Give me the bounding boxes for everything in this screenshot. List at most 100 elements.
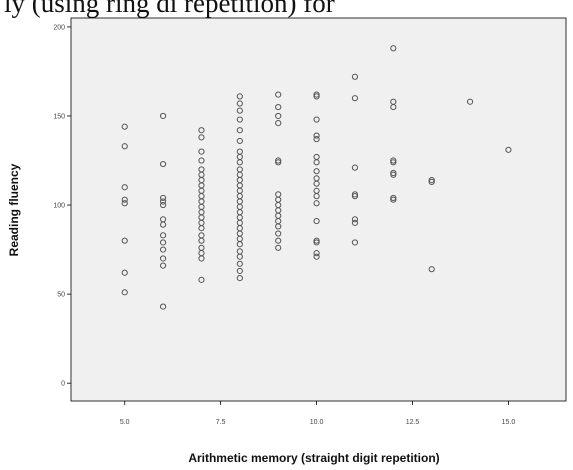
y-tick-label: 150 bbox=[53, 113, 65, 120]
data-point bbox=[313, 250, 320, 257]
data-point bbox=[313, 217, 320, 225]
data-point bbox=[159, 232, 167, 239]
data-point bbox=[313, 132, 320, 139]
data-point bbox=[236, 260, 243, 267]
data-point bbox=[198, 157, 205, 164]
data-point bbox=[275, 91, 282, 98]
data-point bbox=[121, 184, 128, 191]
data-point bbox=[275, 237, 282, 244]
data-point bbox=[351, 73, 359, 80]
y-axis: 0 50 100 150 200 bbox=[53, 24, 71, 388]
data-point bbox=[275, 244, 282, 251]
data-point bbox=[236, 253, 243, 260]
data-point bbox=[428, 266, 435, 273]
data-point bbox=[390, 159, 397, 166]
data-point bbox=[313, 93, 320, 100]
data-point bbox=[159, 255, 167, 262]
y-tick-label: 0 bbox=[61, 381, 65, 388]
data-point bbox=[313, 253, 320, 260]
data-point bbox=[390, 157, 397, 164]
data-point bbox=[351, 216, 359, 223]
x-tick-label: 12.5 bbox=[406, 419, 420, 426]
data-point bbox=[390, 45, 397, 52]
data-point bbox=[198, 225, 205, 232]
data-point bbox=[466, 98, 474, 105]
data-point bbox=[121, 269, 128, 276]
data-point bbox=[275, 157, 282, 164]
data-point bbox=[236, 241, 243, 248]
y-axis-title: Reading fluency bbox=[7, 163, 21, 256]
data-point bbox=[428, 177, 435, 184]
data-point bbox=[159, 246, 167, 253]
data-point bbox=[159, 221, 167, 228]
data-point bbox=[390, 194, 397, 202]
data-point bbox=[275, 223, 282, 230]
data-point bbox=[313, 180, 320, 187]
data-point bbox=[351, 164, 359, 171]
data-point bbox=[121, 200, 128, 207]
data-point bbox=[121, 196, 128, 203]
data-point bbox=[428, 178, 435, 185]
data-point bbox=[313, 168, 320, 175]
data-point bbox=[236, 100, 243, 107]
data-point bbox=[390, 196, 397, 203]
data-point bbox=[236, 127, 243, 134]
data-points bbox=[121, 45, 512, 310]
data-point bbox=[159, 194, 167, 202]
x-tick-label: 5.0 bbox=[120, 419, 130, 426]
x-tick-label: 7.5 bbox=[216, 419, 226, 426]
data-point bbox=[390, 169, 397, 177]
data-point bbox=[390, 171, 397, 178]
plot-area bbox=[70, 17, 567, 402]
data-point bbox=[351, 239, 359, 246]
data-point bbox=[198, 148, 205, 155]
data-point bbox=[159, 198, 167, 205]
x-tick-label: 15.0 bbox=[502, 419, 516, 426]
data-point bbox=[236, 159, 243, 166]
x-axis-title: Arithmetic memory (straight digit repeti… bbox=[188, 451, 439, 465]
x-tick-label: 10.0 bbox=[310, 419, 324, 426]
data-point bbox=[121, 237, 128, 244]
data-point bbox=[236, 137, 243, 145]
data-point bbox=[121, 123, 128, 130]
y-tick-label: 100 bbox=[53, 203, 65, 210]
data-point bbox=[236, 116, 243, 123]
data-point bbox=[313, 116, 320, 123]
data-point bbox=[351, 95, 359, 102]
data-point bbox=[236, 107, 243, 114]
data-point bbox=[198, 276, 205, 283]
y-tick-label: 50 bbox=[57, 292, 65, 299]
x-axis: 5.0 7.5 10.0 12.5 15.0 bbox=[120, 401, 516, 426]
data-point bbox=[505, 146, 512, 153]
data-point bbox=[313, 136, 320, 143]
data-point bbox=[351, 219, 359, 226]
data-point bbox=[159, 262, 167, 269]
data-point bbox=[351, 191, 359, 198]
data-point bbox=[121, 289, 128, 296]
data-point bbox=[198, 237, 205, 244]
y-tick-label: 200 bbox=[53, 24, 65, 31]
data-point bbox=[313, 193, 320, 200]
data-point bbox=[198, 127, 205, 134]
data-point bbox=[351, 193, 359, 200]
data-point bbox=[275, 103, 282, 111]
data-point bbox=[159, 239, 167, 246]
data-point bbox=[198, 134, 205, 141]
data-point bbox=[198, 255, 205, 262]
data-point bbox=[236, 274, 243, 282]
data-point bbox=[390, 103, 397, 111]
cropped-header-text: ly (using ring di repetition) for bbox=[4, 0, 335, 18]
data-point bbox=[275, 230, 282, 237]
data-point bbox=[236, 267, 243, 275]
data-point bbox=[313, 200, 320, 207]
data-point bbox=[275, 112, 282, 120]
data-point bbox=[313, 237, 320, 244]
data-point bbox=[313, 239, 320, 246]
data-point bbox=[236, 93, 243, 100]
data-point bbox=[159, 160, 167, 168]
data-point bbox=[159, 303, 167, 310]
data-point bbox=[313, 159, 320, 166]
data-point bbox=[159, 201, 167, 209]
data-point bbox=[275, 159, 282, 166]
